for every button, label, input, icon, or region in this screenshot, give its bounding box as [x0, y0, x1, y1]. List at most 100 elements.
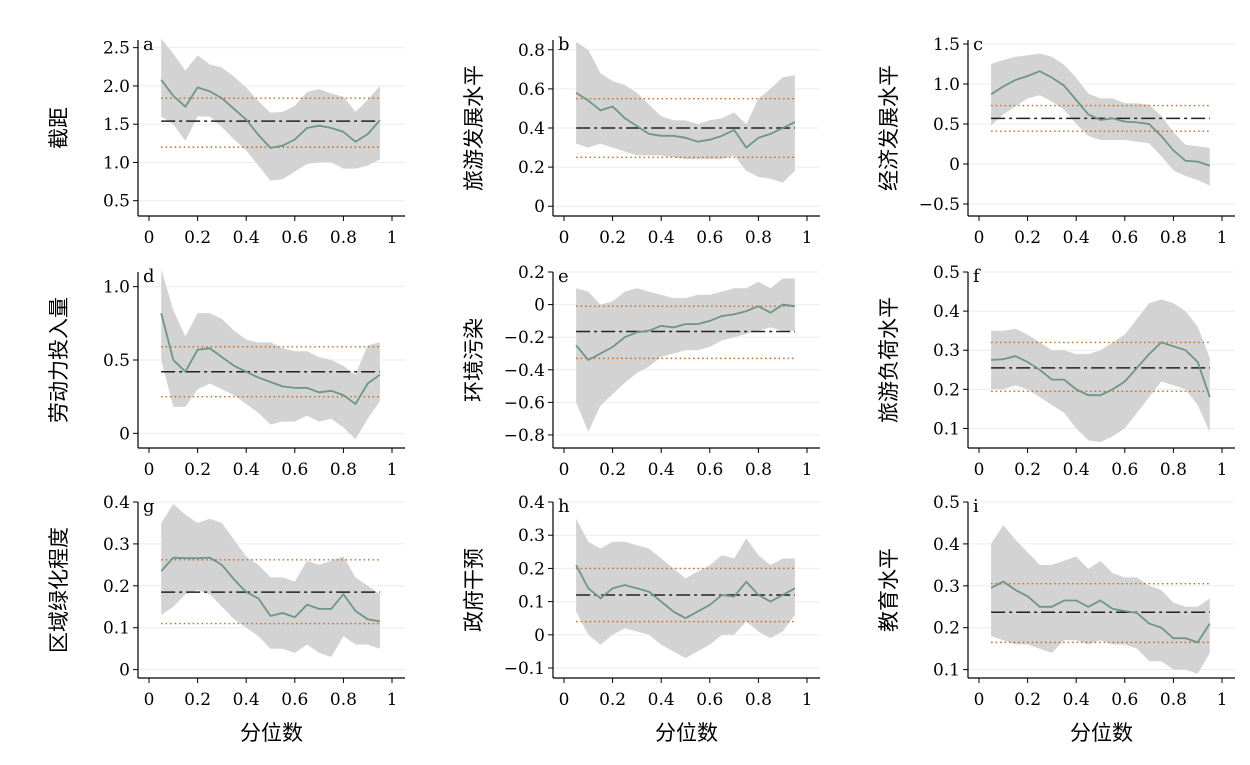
panel-letter: c — [973, 34, 983, 55]
x-tick-label: 0.6 — [281, 228, 308, 248]
x-tick-label: 0.6 — [696, 460, 723, 480]
y-axis-title: 旅游发展水平 — [462, 65, 486, 191]
y-tick-label: −0.1 — [504, 659, 545, 679]
confidence-band — [161, 38, 380, 181]
x-axis-title: 分位数 — [655, 721, 718, 745]
panel-c: −0.5 0 0.5 1.0 1.5 0 0.2 0.4 0.6 0.8 1 c 经济发展水平 — [877, 34, 1235, 248]
y-tick-label: 0 — [119, 661, 130, 681]
x-axis-title: 分位数 — [240, 721, 303, 745]
y-tick-label: −0.4 — [504, 361, 545, 381]
panel-letter: g — [143, 496, 155, 517]
quantile-estimate-line — [575, 303, 796, 362]
quantile-estimate-line — [990, 70, 1211, 167]
x-tick-label: 0 — [144, 228, 155, 248]
confidence-band — [161, 269, 380, 440]
y-axis-title: 教育水平 — [877, 548, 901, 632]
x-tick-label: 1 — [1217, 690, 1228, 710]
x-tick-label: 0 — [559, 228, 570, 248]
x-tick-label: 0.6 — [696, 690, 723, 710]
x-tick-label: 1 — [802, 690, 813, 710]
panel-d: 0 0.5 1.0 0 0.2 0.4 0.6 0.8 1 d 劳动力投入量 — [47, 266, 405, 480]
x-tick-label: 1 — [802, 228, 813, 248]
x-tick-label: 0.4 — [648, 460, 675, 480]
y-tick-label: 0.5 — [933, 263, 960, 283]
x-tick-label: 0 — [974, 460, 985, 480]
panel-letter: f — [973, 266, 981, 287]
x-tick-label: 1 — [1217, 228, 1228, 248]
x-tick-label: 0.2 — [599, 460, 626, 480]
x-tick-label: 0.6 — [1111, 228, 1138, 248]
y-tick-label: 1.5 — [103, 115, 130, 135]
y-tick-label: 0.5 — [103, 351, 130, 371]
x-tick-label: 0.4 — [1063, 460, 1090, 480]
y-tick-label: 0.4 — [933, 535, 960, 555]
x-tick-label: 0.4 — [648, 228, 675, 248]
confidence-band — [991, 299, 1210, 443]
quantile-estimate-line — [160, 556, 381, 623]
confidence-band — [991, 525, 1210, 674]
y-tick-label: 0 — [534, 197, 545, 217]
y-tick-label: 0.1 — [518, 593, 545, 613]
quantile-estimate-line — [991, 341, 1211, 398]
x-tick-label: 0.8 — [1160, 460, 1187, 480]
quantile-estimate-line — [160, 79, 381, 149]
x-tick-label: 0 — [974, 690, 985, 710]
panel-letter: i — [973, 496, 979, 517]
x-tick-label: 0.8 — [330, 228, 357, 248]
x-tick-label: 0 — [974, 228, 985, 248]
y-tick-label: −0.5 — [919, 195, 960, 215]
x-tick-label: 0.6 — [696, 228, 723, 248]
y-tick-label: 2.5 — [103, 39, 130, 59]
x-tick-label: 0.8 — [1160, 228, 1187, 248]
y-tick-label: 0.4 — [933, 302, 960, 322]
y-tick-label: 0.3 — [933, 341, 960, 361]
x-tick-label: 0 — [144, 460, 155, 480]
x-tick-label: 0.4 — [233, 690, 260, 710]
y-tick-label: 0.5 — [933, 493, 960, 513]
y-axis-title: 环境污染 — [462, 318, 486, 402]
y-axis-title: 区域绿化程度 — [47, 527, 71, 653]
panel-b: 0 0.2 0.4 0.6 0.8 0 0.2 0.4 0.6 0.8 1 b 旅游发展水平 — [462, 34, 820, 248]
x-tick-label: 0.2 — [184, 460, 211, 480]
y-tick-label: 0 — [949, 155, 960, 175]
y-tick-label: 0.1 — [933, 419, 960, 439]
y-tick-label: −0.6 — [504, 393, 545, 413]
y-tick-label: 0.5 — [933, 115, 960, 135]
y-tick-label: 0.3 — [103, 535, 130, 555]
panel-letter: a — [143, 34, 154, 55]
y-tick-label: 0.3 — [933, 577, 960, 597]
panel-a: 0.5 1.0 1.5 2.0 2.5 0 0.2 0.4 0.6 0.8 1 a 截距 — [47, 34, 405, 248]
y-tick-label: −0.2 — [504, 328, 545, 348]
x-tick-label: 0.8 — [1160, 690, 1187, 710]
y-tick-label: 1.0 — [933, 75, 960, 95]
x-tick-label: 0.2 — [184, 228, 211, 248]
y-axis-title: 旅游负荷水平 — [877, 297, 901, 423]
panel-e: −0.8 −0.6 −0.4 −0.2 0 0.2 0 0.2 0.4 0.6 0.8 1 e 环境污染 — [462, 263, 820, 480]
quantile-estimate-line — [990, 580, 1211, 644]
y-axis-title: 政府干预 — [462, 548, 486, 632]
x-tick-label: 0.2 — [1014, 460, 1041, 480]
y-tick-label: 0.2 — [518, 263, 545, 283]
x-tick-label: 0 — [559, 460, 570, 480]
quantile-estimate-line — [160, 312, 381, 406]
x-tick-label: 0.2 — [1014, 690, 1041, 710]
x-tick-label: 0.4 — [233, 228, 260, 248]
panel-letter: d — [143, 266, 155, 287]
y-tick-label: 0.2 — [518, 158, 545, 178]
y-tick-label: 0.1 — [933, 661, 960, 681]
y-tick-label: 0.4 — [518, 493, 545, 513]
x-tick-label: 0.8 — [745, 460, 772, 480]
y-tick-label: 0 — [119, 424, 130, 444]
x-tick-label: 0.4 — [1063, 690, 1090, 710]
x-tick-label: 0.2 — [599, 228, 626, 248]
x-axis-title: 分位数 — [1070, 721, 1133, 745]
x-tick-label: 0.4 — [1063, 228, 1090, 248]
x-tick-label: 0.8 — [745, 228, 772, 248]
x-tick-label: 0.6 — [281, 460, 308, 480]
x-tick-label: 0.2 — [1014, 228, 1041, 248]
x-tick-label: 0.2 — [599, 690, 626, 710]
x-tick-label: 0.2 — [184, 690, 211, 710]
